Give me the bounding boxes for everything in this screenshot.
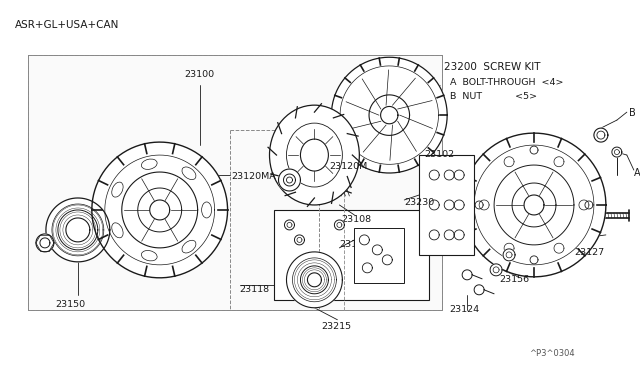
Polygon shape [294, 235, 305, 245]
Polygon shape [594, 128, 608, 142]
Polygon shape [287, 252, 342, 308]
Text: ASR+GL+USA+CAN: ASR+GL+USA+CAN [15, 20, 119, 30]
Text: 23102: 23102 [424, 150, 454, 159]
Polygon shape [334, 220, 344, 230]
Text: 23120M: 23120M [330, 162, 367, 171]
Polygon shape [278, 169, 300, 191]
Text: B  NUT           <5>: B NUT <5> [444, 92, 538, 101]
Polygon shape [36, 234, 54, 252]
Text: 23100: 23100 [185, 70, 215, 79]
Text: A  BOLT-THROUGH  <4>: A BOLT-THROUGH <4> [444, 78, 564, 87]
Bar [355, 228, 404, 283]
Text: 23133: 23133 [339, 240, 370, 249]
Text: 23124: 23124 [449, 305, 479, 314]
Bar [28, 55, 442, 310]
Bar [275, 210, 429, 300]
Polygon shape [332, 57, 447, 173]
Polygon shape [612, 147, 622, 157]
Polygon shape [503, 249, 515, 261]
Polygon shape [46, 198, 110, 262]
Text: A: A [634, 168, 640, 178]
Polygon shape [284, 220, 294, 230]
Text: 23108: 23108 [341, 215, 371, 224]
Text: 23127: 23127 [574, 248, 604, 257]
Polygon shape [490, 264, 502, 276]
Bar [419, 155, 474, 255]
Text: 23118: 23118 [239, 285, 269, 294]
Polygon shape [92, 142, 228, 278]
Text: 23200  SCREW KIT: 23200 SCREW KIT [444, 62, 541, 72]
Text: 23156: 23156 [499, 275, 529, 284]
Text: B: B [629, 108, 636, 118]
Text: 23150: 23150 [55, 300, 85, 309]
Polygon shape [462, 270, 472, 280]
Polygon shape [462, 133, 606, 277]
Text: 23215: 23215 [321, 322, 351, 331]
Text: ^P3^0304: ^P3^0304 [529, 349, 575, 358]
Text: 23230: 23230 [404, 198, 435, 207]
Ellipse shape [269, 105, 359, 205]
Polygon shape [474, 285, 484, 295]
Text: 23120MA: 23120MA [232, 172, 276, 181]
